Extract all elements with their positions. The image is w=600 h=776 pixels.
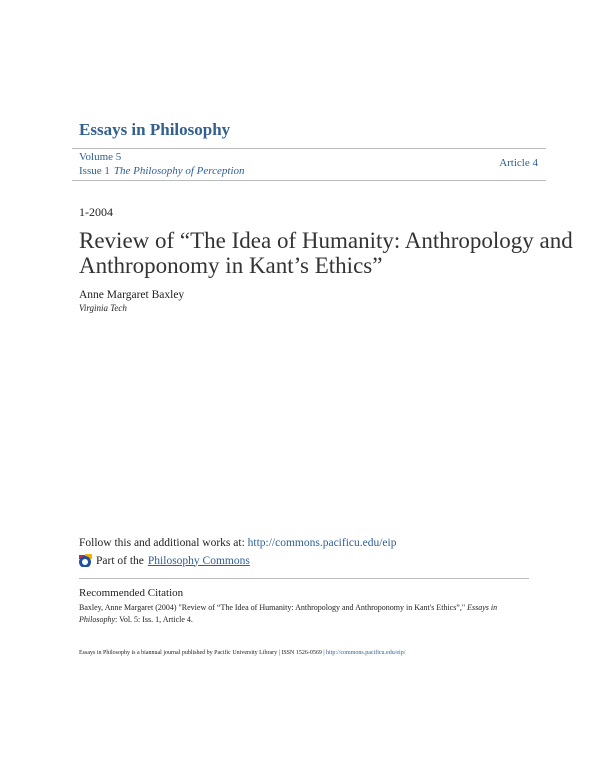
citation-sep: ," (459, 603, 468, 612)
issue-line: Issue 1 The Philosophy of Perception (79, 165, 245, 177)
follow-line: Follow this and additional works at: htt… (79, 537, 396, 549)
follow-link[interactable]: http://commons.pacificu.edu/eip (247, 537, 397, 549)
institution: Virginia Tech (79, 303, 127, 313)
bepress-commons-icon (79, 554, 92, 567)
article-info: 1-2004 Review of “The Idea of Humanity: … (79, 205, 584, 314)
part-of-line: Part of the Philosophy Commons (79, 554, 250, 567)
follow-text: Follow this and additional works at: (79, 537, 245, 549)
volume-link[interactable]: Volume 5 (79, 151, 122, 163)
citation-journal: Essays in Philosophy (79, 603, 498, 624)
citation-details: : Vol. 5: Iss. 1, Article 4. (115, 615, 193, 624)
publication-date: 1-2004 (79, 205, 113, 219)
author: Anne Margaret Baxley (79, 289, 185, 301)
article-link[interactable]: Article 4 (499, 157, 538, 169)
divider (72, 180, 546, 181)
divider (79, 578, 529, 579)
part-text: Part of the (96, 554, 144, 567)
issue-link[interactable]: Issue 1 (79, 165, 110, 177)
footer-text: Essays in Philosophy is a biannual journ… (79, 650, 325, 656)
issue-title-link[interactable]: The Philosophy of Perception (113, 165, 245, 177)
footer: Essays in Philosophy is a biannual journ… (79, 650, 405, 656)
recommended-citation-heading: Recommended Citation (79, 587, 184, 599)
citation-title: Review of “The Idea of Humanity: Anthrop… (181, 603, 460, 612)
divider (72, 148, 546, 149)
article-title: Review of “The Idea of Humanity: Anthrop… (79, 228, 573, 278)
philosophy-commons-link[interactable]: Philosophy Commons (147, 554, 250, 567)
journal-title: Essays in Philosophy (79, 120, 231, 139)
citation-text: Baxley, Anne Margaret (2004) "Review of … (79, 602, 529, 626)
footer-link[interactable]: http://commons.pacificu.edu/eip/ (326, 650, 406, 656)
citation-authors: Baxley, Anne Margaret (2004) " (79, 603, 182, 612)
